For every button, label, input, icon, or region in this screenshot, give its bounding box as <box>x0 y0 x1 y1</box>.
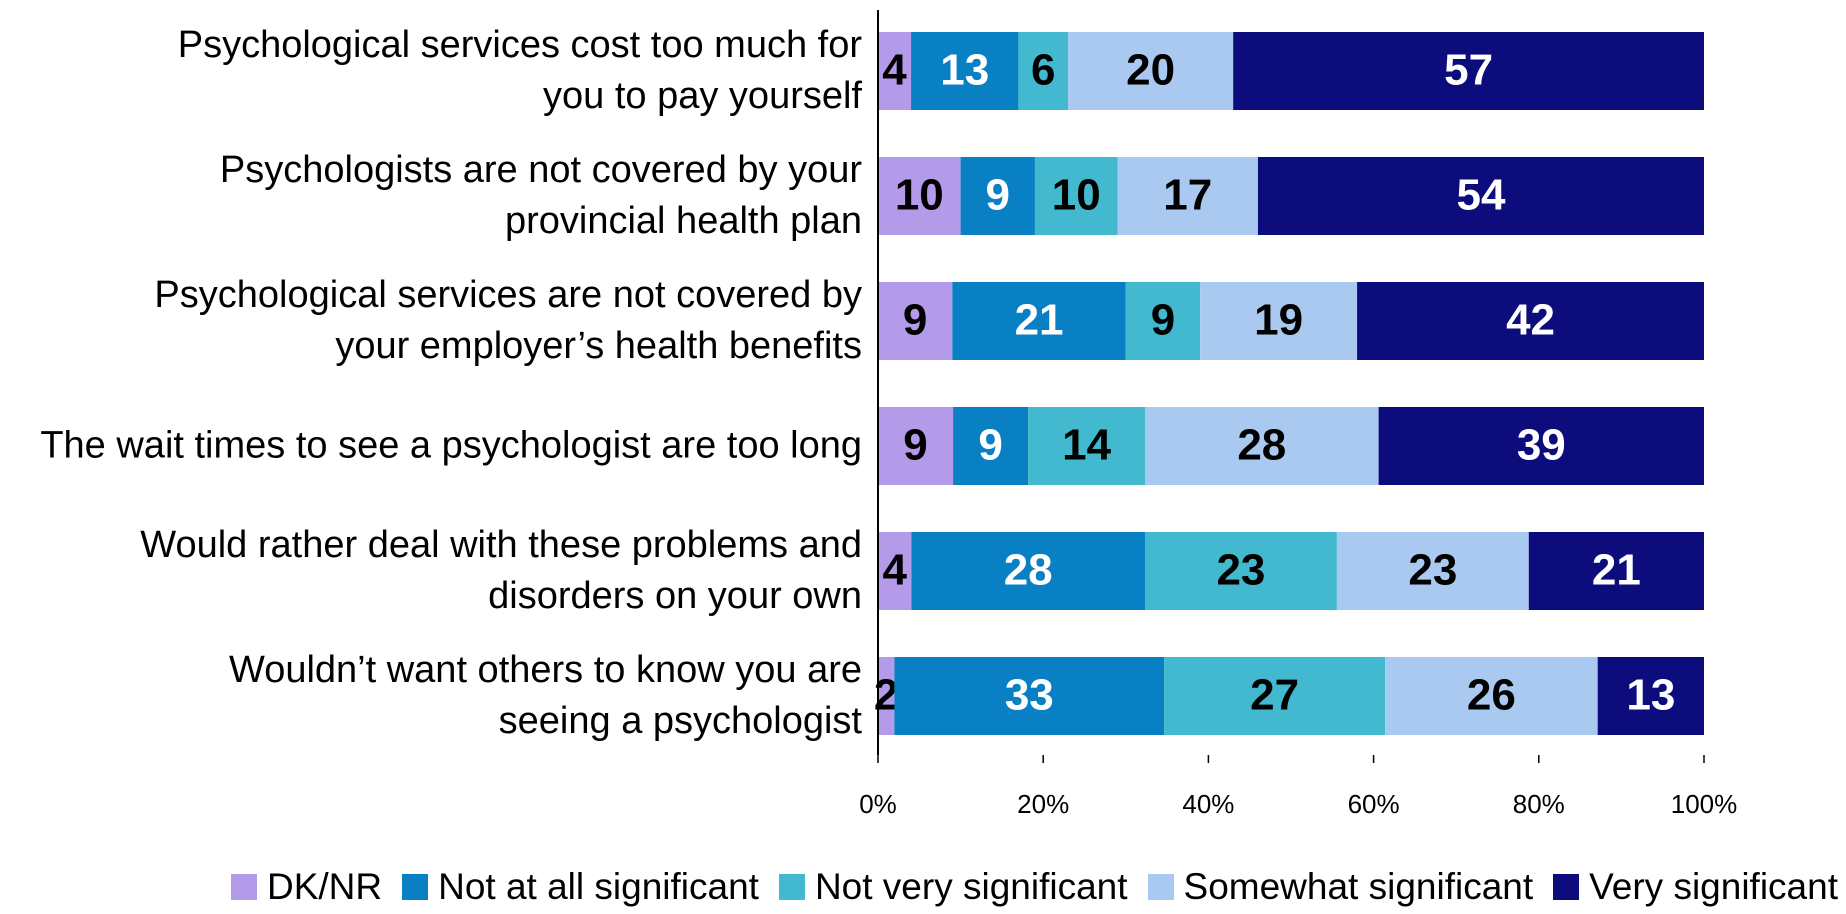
legend-swatch <box>230 874 257 900</box>
bar-segment <box>960 157 1035 235</box>
data-label: 9 <box>986 171 1010 220</box>
legend: DK/NR Not at all significant Not very sign… <box>230 866 1838 908</box>
bar-segment <box>894 657 1165 735</box>
data-label: 9 <box>978 421 1002 470</box>
data-label: 54 <box>1457 171 1506 220</box>
bar-segment <box>1597 657 1704 735</box>
data-label: 17 <box>1163 171 1212 220</box>
data-label: 10 <box>1052 171 1101 220</box>
bar-segment <box>1336 532 1529 610</box>
bar-segment <box>1164 657 1386 735</box>
legend-label: Not at all significant <box>438 866 759 907</box>
bar-segment <box>878 532 912 610</box>
data-label: 9 <box>1151 296 1175 345</box>
data-label: 42 <box>1506 296 1555 345</box>
bar-segment <box>1034 157 1118 235</box>
bar-segment <box>1144 532 1337 610</box>
legend-swatch <box>778 874 805 900</box>
data-label: 21 <box>1592 546 1641 595</box>
x-tick-label: 40% <box>1182 789 1234 819</box>
legend-item: DK/NR <box>230 866 383 908</box>
bar-segment <box>911 532 1145 610</box>
bar-segment <box>878 282 953 360</box>
category-label: Psychological services are not covered b… <box>154 274 862 367</box>
legend-label: Somewhat significant <box>1183 866 1534 907</box>
x-tick-label: 80% <box>1513 789 1565 819</box>
bar-segment <box>1528 532 1704 610</box>
data-label: 23 <box>1216 546 1265 595</box>
x-tick-label: 60% <box>1348 789 1400 819</box>
legend-item: Very significant <box>1553 866 1838 908</box>
data-label: 4 <box>882 46 907 95</box>
bar-segment <box>1117 157 1258 235</box>
category-label: Psychological services cost too much for… <box>177 24 862 117</box>
bar-segment <box>878 407 954 485</box>
category-label: Wouldn’t want others to know you are see… <box>229 649 862 742</box>
legend-swatch <box>402 874 429 900</box>
data-label: 6 <box>1031 46 1055 95</box>
data-label: 13 <box>940 46 989 95</box>
legend-label: DK/NR <box>266 866 383 907</box>
legend-item: Not very significant <box>778 866 1128 908</box>
legend-label: Not very significant <box>814 866 1128 907</box>
data-label: 27 <box>1250 671 1299 720</box>
data-label: 4 <box>882 546 907 595</box>
data-label: 21 <box>1015 296 1064 345</box>
legend-label: Very significant <box>1589 866 1838 907</box>
bar-segment <box>1357 282 1704 360</box>
data-label: 9 <box>903 421 927 470</box>
bar-segment <box>878 157 961 235</box>
data-label: 26 <box>1467 671 1516 720</box>
data-label: 10 <box>895 171 944 220</box>
bar-segment <box>1067 32 1234 110</box>
legend-item: Not at all significant <box>402 866 759 908</box>
bar-segment <box>878 32 912 110</box>
data-label: 19 <box>1254 296 1303 345</box>
bar-segment <box>1385 657 1598 735</box>
bar-segment <box>1018 32 1068 110</box>
category-label: Psychologists are not covered by your pr… <box>219 149 862 242</box>
bar-segment <box>1125 282 1201 360</box>
data-label: 13 <box>1626 671 1675 720</box>
bar-segment <box>1144 407 1379 485</box>
bar-segment <box>1378 407 1704 485</box>
bar-segment <box>1233 32 1704 110</box>
category-label: The wait times to see a psychologist are… <box>40 424 862 467</box>
bar-segment <box>952 282 1126 360</box>
legend-swatch <box>1553 874 1580 900</box>
data-label: 14 <box>1062 421 1111 470</box>
data-label: 9 <box>903 296 927 345</box>
category-label: Would rather deal with these problems an… <box>140 524 862 617</box>
bar-segment <box>878 657 895 735</box>
data-label: 23 <box>1408 546 1457 595</box>
bar-segment <box>911 32 1019 110</box>
data-label: 28 <box>1004 546 1053 595</box>
bar-segment <box>1257 157 1704 235</box>
data-label: 20 <box>1126 46 1175 95</box>
data-label: 33 <box>1005 671 1054 720</box>
legend-swatch <box>1147 874 1174 900</box>
x-tick-label: 20% <box>1017 789 1069 819</box>
x-tick-label: 100% <box>1671 789 1738 819</box>
data-label: 28 <box>1237 421 1286 470</box>
legend-item: Somewhat significant <box>1147 866 1534 908</box>
bar-segment <box>1028 407 1145 485</box>
bar-segment <box>1200 282 1358 360</box>
data-label: 57 <box>1444 46 1493 95</box>
x-tick-label: 0% <box>859 789 897 819</box>
bar-segment <box>953 407 1029 485</box>
data-label: 39 <box>1517 421 1566 470</box>
